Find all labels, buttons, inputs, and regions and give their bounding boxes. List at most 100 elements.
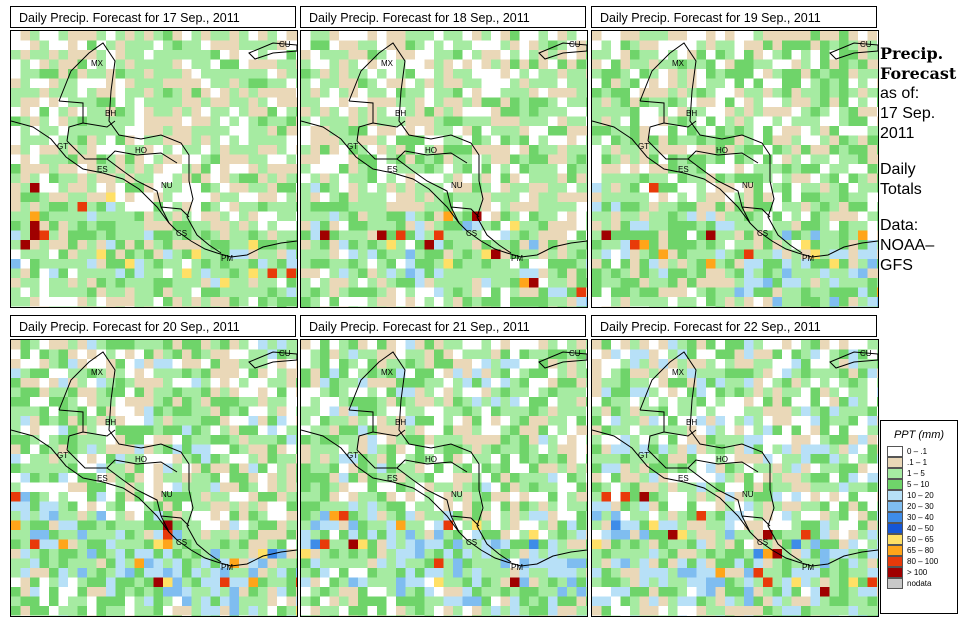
- grid-cell: [867, 145, 878, 155]
- grid-cell: [68, 297, 78, 307]
- grid-cell: [20, 501, 31, 512]
- grid-cell: [557, 387, 568, 398]
- grid-cell: [191, 568, 202, 578]
- grid-cell: [58, 173, 69, 184]
- grid-cell: [744, 107, 754, 117]
- grid-cell: [163, 539, 173, 550]
- grid-cell: [548, 287, 558, 298]
- grid-cell: [87, 520, 97, 531]
- grid-cell: [182, 202, 192, 212]
- grid-cell: [201, 88, 211, 98]
- grid-cell: [481, 387, 492, 398]
- grid-cell: [500, 606, 511, 616]
- grid-cell: [182, 88, 192, 98]
- grid-cell: [210, 78, 221, 89]
- grid-cell: [358, 107, 368, 117]
- grid-cell: [310, 615, 321, 616]
- grid-cell: [77, 416, 88, 426]
- grid-cell: [339, 387, 349, 398]
- grid-cell: [386, 406, 397, 417]
- grid-cell: [329, 397, 340, 407]
- grid-cell: [677, 378, 688, 388]
- grid-cell: [810, 287, 821, 298]
- grid-cell: [267, 473, 278, 483]
- grid-cell: [586, 192, 587, 203]
- grid-cell: [358, 164, 368, 174]
- grid-cell: [172, 278, 183, 288]
- grid-cell: [210, 568, 221, 578]
- grid-cell: [744, 78, 754, 89]
- grid-cell: [620, 135, 631, 146]
- grid-cell: [277, 425, 287, 436]
- grid-cell: [396, 492, 406, 502]
- grid-cell: [358, 435, 368, 445]
- grid-cell: [696, 378, 707, 388]
- grid-cell: [867, 278, 878, 288]
- grid-cell: [706, 397, 716, 407]
- grid-cell: [301, 297, 311, 307]
- grid-cell: [358, 587, 368, 597]
- grid-cell: [472, 268, 482, 279]
- grid-cell: [725, 268, 735, 279]
- grid-cell: [191, 116, 202, 127]
- grid-cell: [182, 192, 192, 203]
- grid-cell: [386, 88, 397, 98]
- grid-cell: [220, 587, 230, 597]
- grid-cell: [481, 40, 492, 51]
- grid-cell: [210, 221, 221, 231]
- grid-cell: [510, 211, 520, 222]
- grid-cell: [258, 88, 268, 98]
- grid-cell: [877, 297, 878, 307]
- grid-cell: [820, 340, 830, 350]
- grid-cell: [576, 78, 587, 89]
- grid-cell: [125, 511, 135, 521]
- grid-cell: [668, 406, 678, 417]
- grid-cell: [677, 173, 688, 184]
- grid-cell: [481, 183, 492, 193]
- grid-cell: [258, 492, 268, 502]
- grid-cell: [510, 154, 520, 165]
- grid-cell: [134, 40, 145, 51]
- grid-cell: [472, 387, 482, 398]
- grid-cell: [491, 297, 501, 307]
- grid-cell: [96, 615, 107, 616]
- grid-cell: [829, 145, 840, 155]
- grid-cell: [191, 306, 202, 307]
- grid-cell: [491, 31, 501, 41]
- grid-cell: [801, 397, 811, 407]
- grid-cell: [239, 444, 249, 455]
- grid-cell: [668, 249, 678, 260]
- grid-cell: [296, 97, 297, 108]
- grid-cell: [443, 378, 454, 388]
- grid-cell: [810, 221, 821, 231]
- grid-cell: [20, 88, 31, 98]
- grid-cell: [125, 454, 135, 464]
- grid-cell: [510, 50, 520, 60]
- country-label: BH: [395, 109, 406, 118]
- grid-cell: [267, 173, 278, 184]
- grid-cell: [620, 50, 631, 60]
- grid-cell: [639, 221, 650, 231]
- grid-cell: [49, 340, 59, 350]
- grid-cell: [329, 435, 340, 445]
- grid-cell: [630, 183, 640, 193]
- grid-cell: [801, 40, 811, 51]
- grid-cell: [810, 173, 821, 184]
- grid-cell: [820, 31, 830, 41]
- grid-cell: [453, 192, 463, 203]
- grid-cell: [49, 368, 59, 379]
- grid-cell: [367, 615, 378, 616]
- grid-cell: [668, 359, 678, 369]
- grid-cell: [620, 211, 631, 222]
- grid-cell: [510, 88, 520, 98]
- grid-cell: [858, 278, 868, 288]
- grid-cell: [820, 78, 830, 89]
- grid-cell: [163, 482, 173, 493]
- grid-cell: [867, 183, 878, 193]
- grid-cell: [172, 287, 183, 298]
- grid-cell: [472, 221, 482, 231]
- grid-cell: [229, 97, 240, 108]
- grid-cell: [191, 173, 202, 184]
- grid-cell: [782, 40, 792, 51]
- grid-cell: [144, 368, 154, 379]
